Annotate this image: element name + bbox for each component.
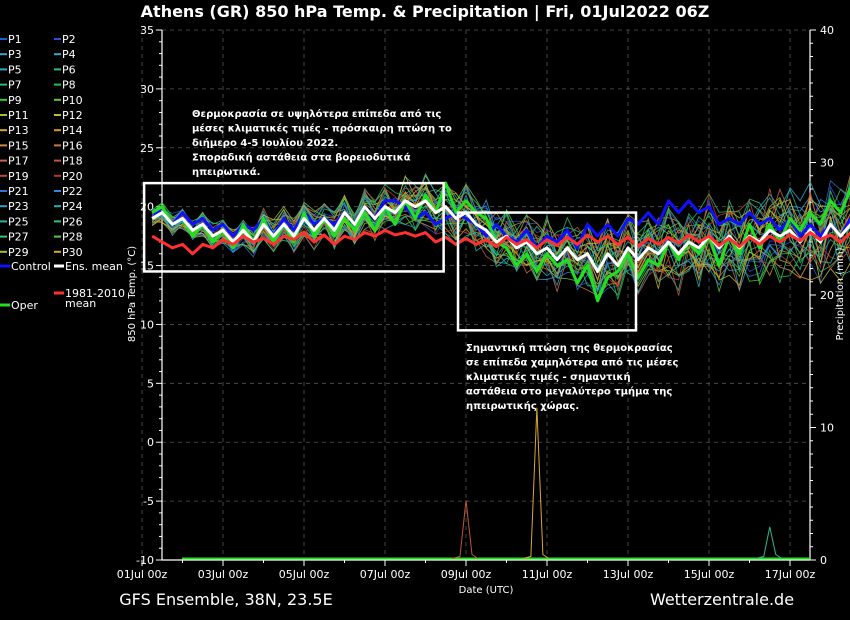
y-axis-label-right: Precipitation (mm) [835, 247, 846, 340]
legend-label: P6 [62, 63, 76, 76]
member-line [152, 187, 850, 296]
legend-label: P7 [8, 79, 22, 92]
legend-label: P19 [8, 170, 29, 183]
y2-tick-label: 30 [820, 157, 834, 170]
legend-label: P23 [8, 200, 29, 213]
annotation-line: σε επίπεδα χαμηλότερα από τις μέσες [466, 357, 678, 369]
y-tick-label: -5 [143, 495, 154, 508]
annotation-line: αστάθεια στο μεγαλύτερο τμήμα της [466, 386, 672, 398]
y-tick-label: 30 [140, 83, 154, 96]
legend-label: Control [11, 260, 51, 273]
x-tick-label: 17Jul 00z [765, 568, 816, 581]
legend-label: Ens. mean [65, 260, 123, 273]
member-line [151, 191, 850, 292]
footer-site-name: Wetterzentrale.de [650, 590, 794, 609]
x-tick-label: 13Jul 00z [603, 568, 654, 581]
annotation-line: ηπειρωτικά. [192, 166, 260, 178]
legend-label: P5 [8, 63, 22, 76]
series-line [151, 199, 850, 273]
y-tick-label: 0 [147, 436, 154, 449]
grid-lines [141, 29, 810, 561]
legend-label: P29 [8, 246, 29, 259]
legend-label: P11 [8, 109, 29, 122]
x-tick-label: 15Jul 00z [684, 568, 735, 581]
member-line [151, 187, 850, 286]
y-tick-label: 10 [140, 318, 154, 331]
precip-spike [755, 526, 783, 559]
member-line [151, 189, 850, 297]
y2-tick-label: 20 [820, 289, 834, 302]
x-axis-ticks: 01Jul 00z 03Jul 00z 05Jul 00z 07Jul 00z 09Ju… [117, 560, 816, 581]
legend-label: P20 [62, 170, 83, 183]
y-tick-label: -10 [136, 554, 154, 567]
legend: P1 P2 P3 P4 P5 P6 P7 P8 P9 P10 P11 P12 P13 P14 P15 P16 P… [0, 33, 125, 312]
legend-label: P15 [8, 139, 29, 152]
legend-label: Oper [11, 299, 38, 312]
x-tick-label: 09Jul 00z [441, 568, 492, 581]
annotation-line: Θερμοκρασία σε υψηλότερα επίπεδα από τις [192, 108, 441, 120]
legend-label: P28 [62, 231, 83, 244]
legend-label: P4 [62, 48, 76, 61]
x-tick-label: 05Jul 00z [279, 568, 330, 581]
legend-label: P2 [62, 33, 76, 46]
y-tick-label: 25 [140, 142, 154, 155]
chart-title: Athens (GR) 850 hPa Temp. & Precipitatio… [141, 2, 710, 22]
y2-tick-label: 40 [820, 24, 834, 37]
legend-label: P22 [62, 185, 83, 198]
y-tick-label: 5 [147, 377, 154, 390]
legend-label: P27 [8, 231, 29, 244]
annotation-text-warm: Θερμοκρασία σε υψηλότερα επίπεδα από τις… [192, 108, 452, 178]
legend-label: P10 [62, 94, 83, 107]
legend-label: P25 [8, 215, 29, 228]
legend-label: P9 [8, 94, 22, 107]
annotation-text-cold: Σημαντική πτώση της θερμοκρασίας σε επίπε… [466, 342, 678, 412]
annotation-line: Σημαντική πτώση της θερμοκρασίας [466, 342, 673, 354]
y2-tick-label: 10 [820, 422, 834, 435]
legend-label: P8 [62, 79, 76, 92]
x-tick-label: 01Jul 00z [117, 568, 168, 581]
annotation-line: Σποραδική αστάθεια στα βορειοδυτικά [192, 152, 411, 164]
legend-label: P14 [62, 124, 83, 137]
legend-label: P18 [62, 155, 83, 168]
legend-label: 1981-2010 [65, 287, 125, 300]
annotation-line: μέσες κλιματικές τιμές - πρόσκαιρη πτώση… [192, 123, 452, 135]
member-line [152, 184, 850, 283]
annotation-line: κλιματικές τιμές - σημαντική [466, 371, 631, 383]
annotation-line: ηπειρωτικής χώρας. [466, 400, 579, 412]
legend-label: mean [65, 297, 96, 310]
footer-model-info: GFS Ensemble, 38N, 23.5E [119, 590, 332, 609]
series-layer [150, 172, 850, 560]
legend-label: P1 [8, 33, 22, 46]
annotation-box-warm [142, 181, 445, 273]
legend-label: P3 [8, 48, 22, 61]
legend-label: P13 [8, 124, 29, 137]
legend-label: P16 [62, 139, 83, 152]
x-tick-label: 07Jul 00z [360, 568, 411, 581]
annotation-line: διήμερο 4-5 Ιουλίου 2022. [192, 137, 338, 149]
legend-label: P30 [62, 246, 83, 259]
y2-tick-label: 0 [820, 554, 827, 567]
legend-label: P21 [8, 185, 29, 198]
y-tick-label: 35 [140, 24, 154, 37]
y-axis-label-left: 850 hPa Temp. (°C) [127, 246, 138, 342]
x-tick-label: 03Jul 00z [198, 568, 249, 581]
series-line [151, 228, 850, 256]
right-axis-ticks: 40 30 20 10 0 [810, 24, 834, 567]
x-tick-label: 11Jul 00z [522, 568, 573, 581]
precip-spike [522, 407, 550, 559]
member-line [151, 174, 850, 282]
series-line [150, 199, 850, 250]
legend-label: P12 [62, 109, 83, 122]
legend-label: P26 [62, 215, 83, 228]
x-axis-label: Date (UTC) [459, 585, 514, 596]
precip-spike [451, 500, 479, 559]
legend-label: P17 [8, 155, 29, 168]
annotation-box-cold [456, 211, 638, 332]
legend-label: P24 [62, 200, 83, 213]
